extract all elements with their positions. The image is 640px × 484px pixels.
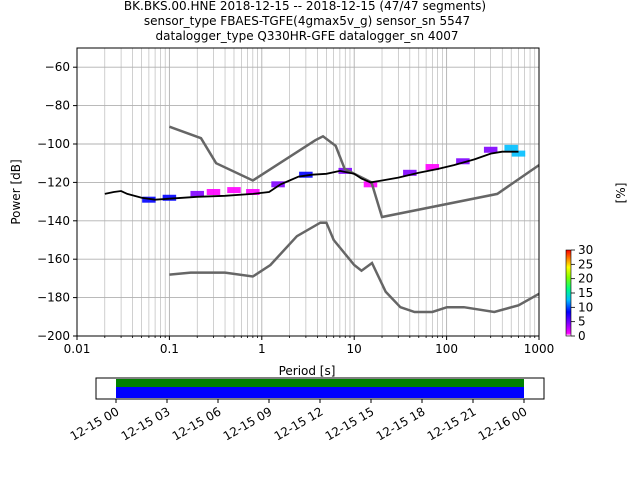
density-bin xyxy=(504,144,518,151)
density-bin xyxy=(246,189,260,195)
time-tick-label: 12-15 03 xyxy=(119,404,173,443)
x-tick-label: 1 xyxy=(258,342,266,356)
density-bin xyxy=(206,189,221,195)
colorbar-tick-label: 0 xyxy=(578,329,586,343)
density-bin xyxy=(403,169,417,176)
title-line-2: sensor_type FBAES-TGFE(4gmax5v_g) sensor… xyxy=(144,14,470,28)
density-bin xyxy=(511,150,526,157)
x-tick-label: 1000 xyxy=(524,342,555,356)
y-tick-label: −140 xyxy=(37,214,70,228)
time-tick-label: 12-16 00 xyxy=(476,404,530,443)
title-line-3: datalogger_type Q330HR-GFE datalogger_sn… xyxy=(156,29,459,43)
y-tick-label: −200 xyxy=(37,329,70,343)
y-tick-label: −80 xyxy=(45,99,70,113)
colorbar-tick-label: 5 xyxy=(578,315,586,329)
colorbar-tick-label: 20 xyxy=(578,272,593,286)
colorbar-tick-label: 30 xyxy=(578,243,593,257)
density-bin xyxy=(190,190,204,197)
density-bin xyxy=(363,181,378,188)
density-bin xyxy=(271,181,285,188)
nhnm-curve xyxy=(168,125,540,219)
nlnm-curve xyxy=(169,221,540,314)
colorbar-tick-label: 10 xyxy=(578,300,593,314)
density-bin xyxy=(456,158,470,165)
time-tick-label: 12-15 09 xyxy=(221,404,275,443)
density-bin xyxy=(227,187,241,194)
density-bin xyxy=(162,194,177,201)
time-tick-label: 12-15 06 xyxy=(170,404,224,443)
colorbar-tick-label: 25 xyxy=(578,257,593,271)
time-tick-label: 12-15 21 xyxy=(425,404,479,443)
y-axis-label: Power [dB] xyxy=(9,159,23,224)
y-tick-label: −100 xyxy=(37,137,70,151)
y-tick-label: −160 xyxy=(37,252,70,266)
time-tick-label: 12-15 00 xyxy=(68,404,122,443)
axis-ticks: 0.01 0.1 1 10 100 1000 −60 −80 −100 −120 −140 −160 −… xyxy=(37,60,554,356)
time-tick-label: 12-15 12 xyxy=(272,404,326,443)
time-tick-label: 12-15 15 xyxy=(323,404,377,443)
mode-line xyxy=(104,150,519,201)
plot-grid xyxy=(77,48,539,337)
density-bin xyxy=(425,164,440,171)
x-axis-label: Period [s] xyxy=(279,364,336,378)
time-tick-label: 12-15 18 xyxy=(374,404,428,443)
y-tick-label: −120 xyxy=(37,175,70,189)
y-tick-label: −60 xyxy=(45,60,70,74)
model-curves xyxy=(104,125,540,314)
density-bin xyxy=(338,167,352,174)
density-bin xyxy=(483,146,498,153)
coverage-bar xyxy=(116,387,524,398)
colorbar-tick-label: 15 xyxy=(578,286,593,300)
colorbar-scale xyxy=(565,249,572,337)
colorbar-label: [%] xyxy=(614,183,628,204)
psd-plot: 0.01 0.1 1 10 100 1000 −60 −80 −100 −120 −140 −160 −… xyxy=(37,47,554,356)
x-tick-label: 0.1 xyxy=(160,342,179,356)
gap-free-bar xyxy=(116,379,524,387)
y-tick-label: −180 xyxy=(37,291,70,305)
title-line-1: BK.BKS.00.HNE 2018-12-15 -- 2018-12-15 (… xyxy=(124,0,486,13)
plot-frame xyxy=(76,47,540,337)
x-tick-label: 100 xyxy=(435,342,458,356)
x-tick-label: 0.01 xyxy=(64,342,91,356)
x-tick-label: 10 xyxy=(347,342,362,356)
